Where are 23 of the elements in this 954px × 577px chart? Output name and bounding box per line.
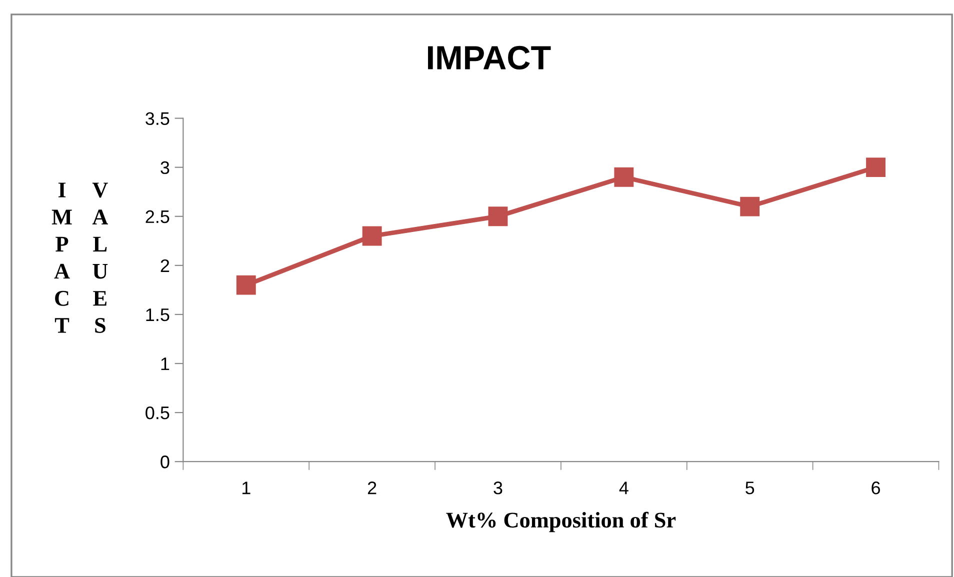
point	[866, 158, 886, 178]
y-tick-label: 1.5	[146, 308, 170, 322]
y-tick-label: 2.5	[146, 210, 170, 224]
x-tick-label: 6	[872, 482, 880, 494]
point	[614, 167, 634, 187]
y-tick-label: 0	[160, 456, 170, 468]
x-tick-label: 2	[368, 482, 376, 494]
x-tick-label: 4	[619, 482, 628, 494]
y-tick-label: 1	[161, 358, 170, 370]
point	[740, 196, 760, 216]
x-tick-label: 5	[746, 482, 754, 494]
x-axis-title: Wt% Composition of Sr	[446, 512, 676, 532]
x-tick-label: 1	[242, 482, 250, 494]
y-tick-label: 3.5	[146, 112, 170, 126]
chart-title: IMPACT	[428, 46, 551, 70]
y-tick-label: 0.5	[146, 406, 170, 420]
x-tick-label: 3	[494, 482, 502, 494]
text: IMPACT VALUES	[52, 182, 108, 333]
point	[488, 206, 508, 226]
point	[362, 226, 382, 246]
point	[236, 275, 256, 295]
y-tick-label: 2	[160, 259, 170, 272]
y-tick-label: 3	[160, 161, 170, 174]
